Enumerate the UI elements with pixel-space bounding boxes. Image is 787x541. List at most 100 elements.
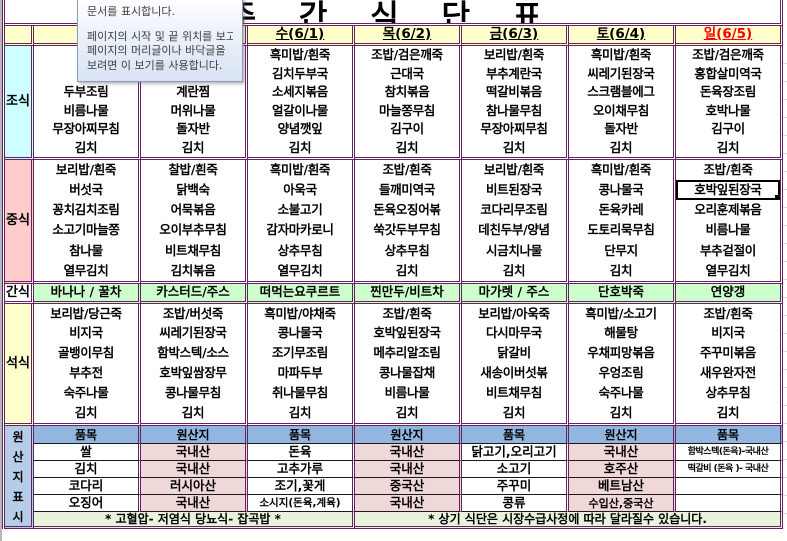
- menu-item[interactable]: 김치: [74, 404, 98, 420]
- meal-label-dinner[interactable]: 석식: [5, 304, 34, 426]
- menu-item[interactable]: 떡갈비볶음: [485, 84, 542, 99]
- menu-item[interactable]: 김치: [395, 404, 419, 420]
- dinner-col-mon[interactable]: 보리밥/당근죽 비지국 골뱅이무침 부추전 숙주나물 김치: [34, 304, 141, 426]
- menu-item[interactable]: 부추겉절이: [699, 242, 756, 258]
- menu-item[interactable]: 닭갈비: [497, 345, 531, 361]
- origin-header[interactable]: 원산지: [141, 426, 248, 444]
- menu-item[interactable]: 돈육오징어볶: [373, 202, 441, 218]
- menu-item[interactable]: 감자마카로니: [266, 222, 334, 238]
- menu-item[interactable]: 코다리무조림: [480, 202, 548, 218]
- menu-item[interactable]: 꽁치김치조림: [52, 202, 120, 218]
- menu-item[interactable]: 보리밥/흰죽: [55, 161, 117, 177]
- menu-item[interactable]: 호박잎된장국: [373, 325, 441, 341]
- menu-item[interactable]: 쑥갓두부무침: [373, 222, 441, 238]
- lunch-col-sat[interactable]: 흑미밥/흰죽 콩나물국 돈육카레 도토리묵무침 단무지 김치: [569, 160, 676, 284]
- origin-header[interactable]: 원산지: [355, 426, 462, 444]
- menu-item[interactable]: 조밥/흰죽: [703, 161, 753, 177]
- menu-item[interactable]: 콩나물잡채: [378, 365, 435, 381]
- origin-source[interactable]: 국내산: [355, 444, 462, 461]
- menu-item[interactable]: 시금치나물: [485, 242, 542, 258]
- menu-item[interactable]: 조밥/검은깨죽: [692, 47, 764, 62]
- menu-item[interactable]: 돌자반: [176, 121, 210, 136]
- breakfast-col-tue[interactable]: 계란찜 머위나물 돌자반 김치: [141, 46, 248, 160]
- menu-item[interactable]: 홍합살미역국: [694, 65, 762, 81]
- dinner-col-fri[interactable]: 보리밥/아욱죽 다시마무국 닭갈비 새송이버섯볶 비트채무침 김치: [462, 304, 569, 426]
- menu-item[interactable]: 콩나물국: [277, 325, 323, 341]
- menu-item[interactable]: 비트된장국: [485, 182, 542, 197]
- origin-source[interactable]: 중국산: [355, 478, 462, 495]
- menu-item[interactable]: 열무김치: [277, 262, 323, 278]
- menu-item[interactable]: 참나물무침: [485, 102, 542, 118]
- menu-item[interactable]: 돈육장조림: [699, 84, 756, 99]
- menu-item[interactable]: 조밥/흰죽: [703, 305, 753, 321]
- day-header-sun[interactable]: 일(6/5): [676, 26, 783, 46]
- menu-item[interactable]: 비지국: [69, 325, 103, 341]
- breakfast-col-sat[interactable]: 흑미밥/흰죽 씨레기된장국 스크램블에그 오이채무침 돌자반 김치: [569, 46, 676, 160]
- menu-item[interactable]: 비트채무침: [164, 242, 221, 258]
- menu-item[interactable]: 참치볶음: [384, 84, 430, 99]
- origin-item[interactable]: 주꾸미: [462, 478, 569, 495]
- menu-item[interactable]: 김치: [395, 139, 419, 155]
- menu-item[interactable]: 마늘쫑무침: [378, 102, 435, 118]
- menu-item[interactable]: 김치두부국: [271, 65, 328, 81]
- menu-item[interactable]: 취나물무침: [271, 384, 328, 400]
- menu-item[interactable]: 어묵볶음: [170, 202, 216, 218]
- origin-source[interactable]: 러시아산: [141, 478, 248, 495]
- origin-header[interactable]: 품목: [248, 426, 355, 444]
- menu-item[interactable]: 근대국: [390, 65, 424, 81]
- origin-source[interactable]: 호주산: [569, 461, 676, 478]
- menu-item[interactable]: 부추전: [69, 365, 103, 381]
- snack-col-wed[interactable]: 떠먹는요쿠르트: [248, 284, 355, 304]
- breakfast-col-mon[interactable]: 두부조림 비름나물 무장아찌무침 김치: [34, 46, 141, 160]
- dinner-col-wed[interactable]: 흑미밥/야채죽 콩나물국 조기무조림 마파두부 취나물무침 김치: [248, 304, 355, 426]
- menu-item[interactable]: 새송이버섯볶: [480, 365, 548, 381]
- menu-item[interactable]: 두부조림: [63, 84, 109, 99]
- menu-item[interactable]: 상추무침: [705, 384, 751, 400]
- menu-item[interactable]: 호박잎쌈장무: [159, 365, 227, 381]
- menu-item[interactable]: 주꾸미볶음: [699, 345, 756, 361]
- menu-item[interactable]: 비름나물: [705, 222, 751, 238]
- menu-item[interactable]: 조기무조림: [271, 345, 328, 361]
- origin-item[interactable]: 함박스텍(돈육)-국내산: [676, 444, 783, 461]
- menu-item[interactable]: 메추리알조림: [373, 345, 441, 361]
- menu-item[interactable]: 돈육카레: [598, 202, 644, 218]
- origin-item[interactable]: 소고기: [462, 461, 569, 478]
- active-cell[interactable]: 호박잎된장국: [676, 180, 780, 201]
- origin-header[interactable]: 원산지: [569, 426, 676, 444]
- menu-item[interactable]: 보리밥/아욱죽: [478, 305, 550, 321]
- snack-col-fri[interactable]: 마가렛 / 주스: [462, 284, 569, 304]
- origin-item[interactable]: 고추가루: [248, 461, 355, 478]
- origin-source[interactable]: 국내산: [141, 461, 248, 478]
- dinner-col-tue[interactable]: 조밥/버섯죽 씨레기된장국 함박스텍/소스 호박잎쌈장무 콩나물무침 김치: [141, 304, 248, 426]
- menu-item[interactable]: 참나물: [69, 242, 103, 258]
- menu-item[interactable]: 숙주나물: [63, 384, 109, 400]
- menu-item[interactable]: 비지국: [711, 325, 745, 341]
- menu-item[interactable]: 조밥/흰죽: [382, 161, 432, 177]
- origin-item[interactable]: 닭고기,오리고기: [462, 444, 569, 461]
- menu-item[interactable]: 열무김치: [705, 262, 751, 278]
- menu-item[interactable]: 흑미밥/흰죽: [590, 47, 652, 62]
- snack-col-sun[interactable]: 연양갱: [676, 284, 783, 304]
- menu-item[interactable]: 김구이: [711, 121, 745, 136]
- menu-item[interactable]: 조밥/흰죽: [382, 305, 432, 321]
- menu-item[interactable]: 김치: [609, 404, 633, 420]
- menu-item[interactable]: 김치: [502, 404, 526, 420]
- menu-item[interactable]: 김치: [609, 139, 633, 155]
- menu-item[interactable]: 비름나물: [384, 384, 430, 400]
- menu-item[interactable]: 콩나물무침: [164, 384, 221, 400]
- day-header-sat[interactable]: 토(6/4): [569, 26, 676, 46]
- snack-col-mon[interactable]: 바나나 / 꿀차: [34, 284, 141, 304]
- menu-item[interactable]: 오이채무침: [592, 102, 649, 118]
- menu-item[interactable]: 김치: [502, 262, 526, 278]
- menu-item[interactable]: 김구이: [390, 121, 424, 136]
- menu-item[interactable]: 김치: [74, 139, 98, 155]
- menu-item[interactable]: 보리밥/흰죽: [483, 47, 545, 62]
- origin-item[interactable]: 콩류: [462, 495, 569, 512]
- menu-item[interactable]: 찰밥/흰죽: [168, 161, 218, 177]
- menu-item[interactable]: 흑미밥/흰죽: [590, 161, 652, 177]
- origin-item[interactable]: 쌀: [34, 444, 141, 461]
- menu-item[interactable]: 들깨미역국: [378, 182, 435, 197]
- menu-item[interactable]: 새우완자전: [699, 365, 756, 381]
- menu-item[interactable]: 김치: [716, 139, 740, 155]
